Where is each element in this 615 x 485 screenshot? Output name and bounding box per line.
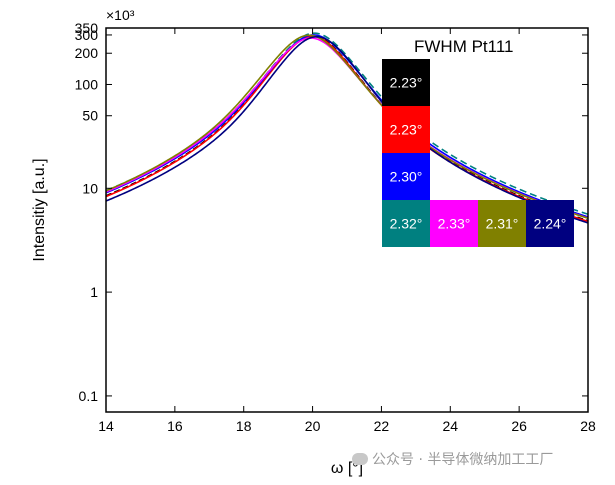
legend-swatch bbox=[382, 200, 430, 247]
x-tick-label: 18 bbox=[236, 418, 252, 434]
legend-swatch bbox=[382, 153, 430, 200]
y-tick-label: 200 bbox=[75, 45, 99, 61]
plot-frame bbox=[105, 27, 589, 413]
legend-swatch bbox=[382, 106, 430, 153]
x-tick-label: 24 bbox=[442, 418, 458, 434]
x-tick-label: 14 bbox=[98, 418, 114, 434]
legend-label: 2.32° bbox=[390, 216, 423, 232]
legend-label: 2.33° bbox=[438, 216, 471, 232]
legend-swatch bbox=[526, 200, 574, 247]
y-tick-label: 10 bbox=[82, 180, 98, 196]
legend-swatch bbox=[430, 200, 478, 247]
y-axis-multiplier: ×10³ bbox=[106, 7, 135, 23]
y-axis-title: Intensitiy [a.u.] bbox=[31, 158, 48, 261]
legend-label: 2.24° bbox=[534, 216, 567, 232]
x-tick-label: 28 bbox=[580, 418, 596, 434]
legend-title: FWHM Pt111 bbox=[414, 37, 514, 56]
y-tick-label: 1 bbox=[90, 284, 98, 300]
series-line bbox=[105, 34, 589, 219]
watermark: 公众号 · 半导体微纳加工工厂 bbox=[352, 449, 553, 469]
x-axis-ticks: 14 16 18 20 22 24 26 28 bbox=[98, 28, 596, 434]
legend-label: 2.23° bbox=[390, 75, 423, 91]
y-tick-label: 350 bbox=[75, 20, 99, 36]
legend-label: 2.30° bbox=[390, 169, 423, 185]
x-tick-label: 16 bbox=[167, 418, 183, 434]
x-tick-label: 20 bbox=[305, 418, 321, 434]
legend-swatch bbox=[478, 200, 526, 247]
y-tick-label: 0.1 bbox=[79, 388, 99, 404]
wechat-icon bbox=[352, 453, 368, 465]
legend-label: 2.31° bbox=[486, 216, 519, 232]
legend-swatch bbox=[382, 59, 430, 106]
y-tick-label: 100 bbox=[75, 76, 99, 92]
y-tick-label: 300 bbox=[75, 27, 99, 43]
series-curves bbox=[105, 32, 589, 224]
x-tick-label: 26 bbox=[511, 418, 527, 434]
x-tick-label: 22 bbox=[374, 418, 390, 434]
y-tick-label: 50 bbox=[82, 108, 98, 124]
watermark-text: 公众号 · 半导体微纳加工工厂 bbox=[372, 452, 554, 468]
legend: 2.23° 2.23° 2.30° 2.32° 2.33° 2.31° 2.24° bbox=[382, 59, 574, 247]
legend-label: 2.23° bbox=[390, 122, 423, 138]
series-line bbox=[105, 35, 589, 223]
series-line bbox=[105, 35, 589, 224]
